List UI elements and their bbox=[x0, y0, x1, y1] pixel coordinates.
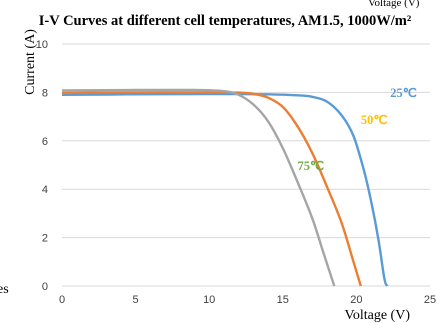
clipped-left-label: es bbox=[0, 282, 9, 297]
y-tick-label: 0 bbox=[42, 281, 48, 293]
y-axis-label: Current (A) bbox=[23, 29, 38, 95]
y-tick-label: 2 bbox=[42, 233, 48, 245]
annotation-label: 25℃ bbox=[390, 86, 417, 100]
annotation-label: 75℃ bbox=[298, 159, 325, 173]
annotation-label: 50℃ bbox=[361, 113, 388, 127]
x-tick-label: 20 bbox=[350, 294, 362, 306]
x-tick-label: 15 bbox=[277, 294, 289, 306]
x-axis-label: Voltage (V) bbox=[345, 308, 411, 323]
y-tick-label: 8 bbox=[42, 87, 48, 99]
x-tick-label: 10 bbox=[203, 294, 215, 306]
x-tick-label: 0 bbox=[59, 294, 65, 306]
y-tick-label: 4 bbox=[42, 184, 48, 196]
series-annotations: 25℃50℃ 75℃ bbox=[298, 86, 417, 173]
clipped-top-label: Voltage (V) bbox=[368, 0, 420, 9]
series-lines bbox=[61, 88, 389, 287]
chart-title: I-V Curves at different cell temperature… bbox=[39, 13, 411, 29]
series-line-2 bbox=[61, 88, 336, 287]
y-tick-label: 10 bbox=[36, 39, 48, 51]
gridlines bbox=[62, 43, 430, 287]
x-tick-label: 25 bbox=[424, 294, 436, 306]
y-tick-label: 6 bbox=[42, 136, 48, 148]
tick-labels: 0 2 4 6 8 10 0 5 10 15 20 25 bbox=[36, 39, 436, 306]
series-line-1 bbox=[61, 91, 362, 287]
series-line-0 bbox=[61, 92, 389, 287]
x-tick-label: 5 bbox=[133, 294, 139, 306]
